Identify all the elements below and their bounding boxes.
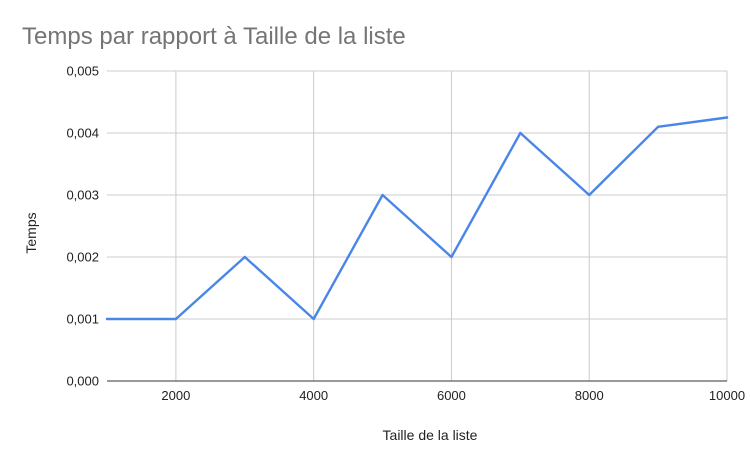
chart-title: Temps par rapport à Taille de la liste — [22, 23, 406, 50]
data-point — [725, 116, 729, 119]
y-tick-label: 0,001 — [66, 312, 99, 327]
series-layer — [105, 116, 729, 321]
data-point — [243, 255, 246, 259]
y-tick-label: 0,003 — [66, 188, 99, 203]
data-point — [312, 317, 315, 321]
x-tick-label: 10000 — [709, 388, 745, 403]
y-tick-label: 0,002 — [66, 250, 99, 265]
x-axis-label: Taille de la liste — [383, 427, 478, 443]
y-tick-label: 0,004 — [66, 126, 99, 141]
x-tick-label: 6000 — [437, 388, 466, 403]
data-point — [450, 255, 453, 259]
x-tick-label: 4000 — [299, 388, 328, 403]
x-tick-label: 8000 — [575, 388, 604, 403]
data-point — [519, 131, 522, 135]
y-tick-label: 0,000 — [66, 374, 99, 389]
data-point — [381, 193, 384, 197]
data-point — [588, 193, 591, 197]
y-tick-label: 0,005 — [66, 64, 99, 79]
series-line — [105, 116, 729, 321]
grid-layer — [107, 70, 728, 382]
data-point — [105, 317, 109, 321]
y-axis-label: Temps — [23, 212, 39, 253]
x-tick-label: 2000 — [161, 388, 190, 403]
y-axis-ticks: 0,000 0,001 0,002 0,003 0,004 0,005 — [66, 64, 99, 389]
data-point — [656, 125, 660, 128]
x-axis-ticks: 2000 4000 6000 8000 10000 — [161, 388, 745, 403]
data-point — [174, 317, 178, 321]
